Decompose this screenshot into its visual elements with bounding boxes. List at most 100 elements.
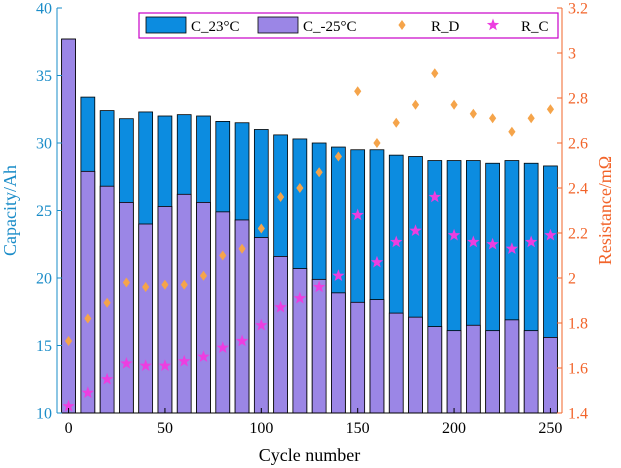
x-axis-label: Cycle number [259,445,360,465]
x-tick-label-150: 150 [346,420,370,437]
y2-tick-label-2.8: 2.8 [568,91,588,108]
x-tick-label-100: 100 [249,420,273,437]
marker-rc-250 [544,228,557,241]
bar-cm25-230 [504,319,520,414]
legend: C_23°C C_-25°C R_D R_C [138,12,559,39]
marker-rc-110 [274,300,287,313]
y-tick-label-15: 15 [36,338,52,355]
bar-cm25-220 [485,330,500,414]
marker-rd-130 [315,167,323,178]
legend-label-c23: C_23°C [191,19,240,35]
marker-rd-40 [142,282,150,292]
marker-rd-90 [238,243,246,254]
y2-tick-label-2: 2 [568,271,576,288]
legend-swatch-c23 [145,16,187,34]
marker-rd-60 [180,279,188,290]
marker-rc-70 [197,350,210,363]
bar-cm25-130 [311,278,327,414]
y-tick-label-25: 25 [36,203,52,220]
legend-label-rc: R_C [521,19,549,35]
y-axis-label-right: Resistance/mΩ [595,156,615,265]
bar-cm25-70 [196,201,211,414]
y2-tick-label-2.4: 2.4 [568,181,588,198]
marker-rc-120 [293,291,307,304]
marker-rd-50 [161,279,169,290]
bar-cm25-160 [369,299,385,414]
bar-cm25-140 [331,292,346,414]
y2-tick-label-1.4: 1.4 [568,406,588,423]
marker-rc-140 [332,269,345,282]
legend-label-rd: R_D [431,19,460,35]
marker-rd-80 [219,250,227,261]
bar-cm25-240 [523,330,539,414]
marker-rd-180 [411,99,420,110]
marker-rc-200 [447,228,461,241]
bar-cm25-150 [350,301,366,414]
y-tick-label-35: 35 [36,68,52,85]
marker-rc-230 [505,242,519,255]
markers-layer [62,68,557,412]
y-axis-label-left: Capacity/Ah [0,165,20,256]
marker-rd-250 [546,104,555,115]
marker-rc-150 [351,208,364,221]
marker-rc-10 [81,386,95,399]
bar-cm25-180 [408,316,423,414]
bars-layer [61,38,558,414]
legend-swatch-cm25 [257,16,299,34]
y2-tick-label-3: 3 [568,46,576,63]
bar-cm25-10 [80,170,96,414]
legend-marker-rc [486,18,500,31]
marker-rc-180 [409,224,422,237]
marker-rc-220 [486,237,499,250]
y-tick-label-20: 20 [36,271,52,288]
marker-rd-140 [334,151,343,162]
legend-marker-rd [398,20,406,30]
bar-cm25-110 [273,255,288,414]
marker-rc-210 [467,235,480,248]
marker-rc-100 [255,318,268,331]
marker-rc-80 [216,341,229,354]
marker-rc-20 [100,372,114,385]
y2-tick-label-3.2: 3.2 [568,1,588,18]
y2-tick-label-2.2: 2.2 [568,226,588,243]
marker-rd-10 [84,313,92,324]
marker-rc-40 [139,359,152,372]
y-tick-label-40: 40 [36,1,52,18]
marker-rc-240 [524,235,538,248]
bar-cm25-50 [157,206,173,414]
legend-box [138,12,559,39]
marker-rd-100 [257,223,265,234]
marker-rd-230 [508,126,516,137]
marker-rc-30 [120,357,133,369]
x-tick-label-50: 50 [157,420,173,437]
marker-rd-70 [199,270,208,281]
x-tick-label-0: 0 [65,420,73,437]
bar-cm25-170 [388,312,404,414]
bar-cm25-250 [543,336,558,414]
marker-rc-0 [62,399,75,412]
bar-cm25-190 [427,326,443,414]
marker-rc-90 [235,334,249,347]
marker-rc-160 [370,255,384,268]
marker-rd-150 [354,86,362,97]
marker-rd-210 [469,108,477,119]
marker-rd-0 [64,336,73,346]
marker-rd-20 [103,297,111,308]
marker-rd-110 [276,192,285,202]
marker-rd-200 [450,99,458,110]
marker-rc-130 [312,280,326,293]
bar-cm25-80 [215,211,231,414]
marker-rd-30 [122,277,130,288]
y2-tick-label-2.6: 2.6 [568,136,588,153]
marker-rc-190 [428,190,441,203]
marker-rc-60 [178,354,191,367]
marker-rd-220 [489,113,497,124]
bar-cm25-120 [292,268,308,414]
legend-label-cm25: C_-25°C [303,19,357,35]
marker-rc-50 [158,359,172,372]
y2-tick-label-1.6: 1.6 [568,361,588,378]
y2-tick-label-1.8: 1.8 [568,316,588,333]
bar-cm25-40 [138,223,154,414]
